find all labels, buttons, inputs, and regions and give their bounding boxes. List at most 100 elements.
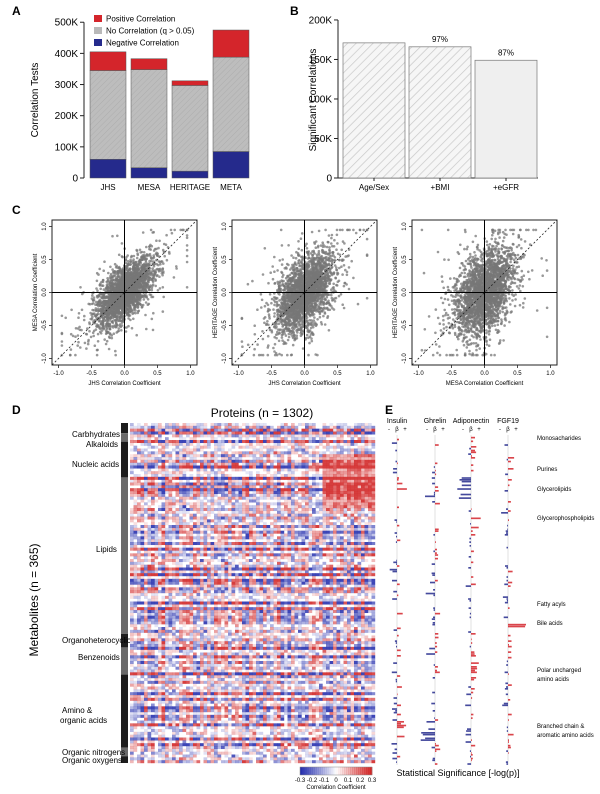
- scatter-point: [319, 310, 322, 313]
- scatter-point: [314, 246, 318, 249]
- x-tick-label: -1.0: [53, 371, 64, 377]
- scatter-point: [146, 284, 149, 287]
- scatter-point: [121, 294, 125, 297]
- scatter-point: [345, 273, 349, 277]
- scatter-point: [134, 309, 137, 312]
- scatter-point: [340, 248, 344, 252]
- scatter-point: [114, 353, 117, 357]
- scatter-point: [282, 292, 286, 296]
- scatter-point: [316, 318, 319, 321]
- b-bar-label: 97%: [432, 35, 448, 44]
- scatter-point: [109, 272, 113, 276]
- scatter-point: [126, 254, 129, 257]
- scatter-point: [91, 308, 94, 312]
- scatter-point: [114, 304, 117, 307]
- scatter-point: [261, 273, 265, 276]
- scatter-point: [165, 233, 168, 237]
- scatter-point: [334, 296, 338, 300]
- scatter-point: [341, 240, 345, 243]
- scatter-point: [112, 332, 116, 336]
- scatter-point: [289, 268, 292, 271]
- scatter-point: [314, 324, 318, 328]
- scatter-point: [281, 258, 285, 261]
- scatter-point: [300, 248, 304, 252]
- scatter-point: [86, 327, 89, 330]
- scatter-point: [106, 311, 110, 314]
- scatter-point: [185, 248, 189, 252]
- scatter-point: [154, 279, 157, 282]
- a-x-tick-label: HERITAGE: [170, 183, 210, 192]
- scatter-point: [275, 300, 279, 304]
- scatter-point: [131, 303, 135, 307]
- scatter-point: [110, 315, 113, 319]
- scatter-point: [273, 303, 276, 307]
- scatter-point: [300, 304, 304, 308]
- scatter-point: [294, 256, 298, 260]
- scatter-point: [271, 265, 275, 268]
- scatter-point: [136, 252, 139, 255]
- scatter-point: [292, 256, 295, 260]
- a-x-tick-label: META: [220, 183, 242, 192]
- scatter-point: [133, 289, 136, 292]
- a-y-tick-label: 500K: [55, 18, 79, 29]
- scatter-point: [148, 276, 151, 280]
- a-bar-meta-negative: [212, 151, 250, 179]
- scatter-point: [334, 276, 338, 280]
- scatter-point: [260, 306, 263, 309]
- scatter-point: [144, 259, 148, 262]
- scatter-point: [107, 298, 111, 301]
- scatter-point: [350, 259, 354, 263]
- scatter-point: [104, 303, 107, 307]
- scatter-point: [132, 284, 135, 288]
- scatter-point: [137, 262, 140, 266]
- a-y-tick-label: 100K: [55, 142, 79, 153]
- scatter-point: [365, 254, 369, 257]
- scatter-point: [115, 289, 119, 292]
- scatter-point: [322, 277, 326, 281]
- scatter-point: [275, 308, 279, 312]
- scatter-point: [278, 259, 282, 262]
- x-tick-label: -0.5: [86, 371, 97, 377]
- scatter-point: [160, 271, 164, 275]
- scatter-point: [117, 265, 121, 269]
- scatter-point: [104, 342, 108, 346]
- scatter-point: [89, 317, 92, 321]
- scatter-point: [338, 258, 341, 262]
- scatter-point: [267, 309, 270, 313]
- scatter-point: [297, 247, 301, 251]
- scatter-point: [107, 295, 111, 298]
- scatter-point: [132, 311, 135, 314]
- scatter-point: [328, 246, 331, 249]
- scatter-point: [335, 266, 338, 269]
- scatter-point: [145, 327, 148, 331]
- scatter-point: [328, 249, 331, 253]
- scatter-point: [172, 276, 176, 279]
- x-axis-label: JHS Correlation Coefficient: [88, 381, 161, 387]
- scatter-point: [107, 271, 110, 275]
- scatter-point: [158, 267, 162, 271]
- scatter-point: [152, 249, 156, 252]
- scatter-point: [96, 307, 100, 311]
- scatter-point: [173, 228, 176, 232]
- scatter-point: [297, 276, 300, 279]
- panel-label-c: C: [12, 203, 21, 217]
- scatter-point: [333, 238, 336, 242]
- a-bar-heritage-positive: [171, 80, 209, 86]
- scatter-point: [120, 284, 123, 288]
- scatter-point: [336, 242, 339, 245]
- scatter-point: [74, 353, 77, 357]
- scatter-point: [138, 284, 141, 288]
- scatter-point: [120, 255, 124, 258]
- scatter-point: [118, 323, 122, 326]
- scatter-point: [341, 303, 345, 307]
- scatter-point: [265, 301, 268, 305]
- scatter-point: [272, 346, 275, 350]
- scatter-point: [141, 280, 145, 283]
- legend-swatch-none: [94, 27, 102, 34]
- scatter-point: [151, 283, 155, 286]
- scatter-point: [280, 320, 284, 323]
- scatter-point: [312, 323, 316, 327]
- scatter-point: [127, 271, 130, 274]
- scatter-point: [128, 268, 131, 271]
